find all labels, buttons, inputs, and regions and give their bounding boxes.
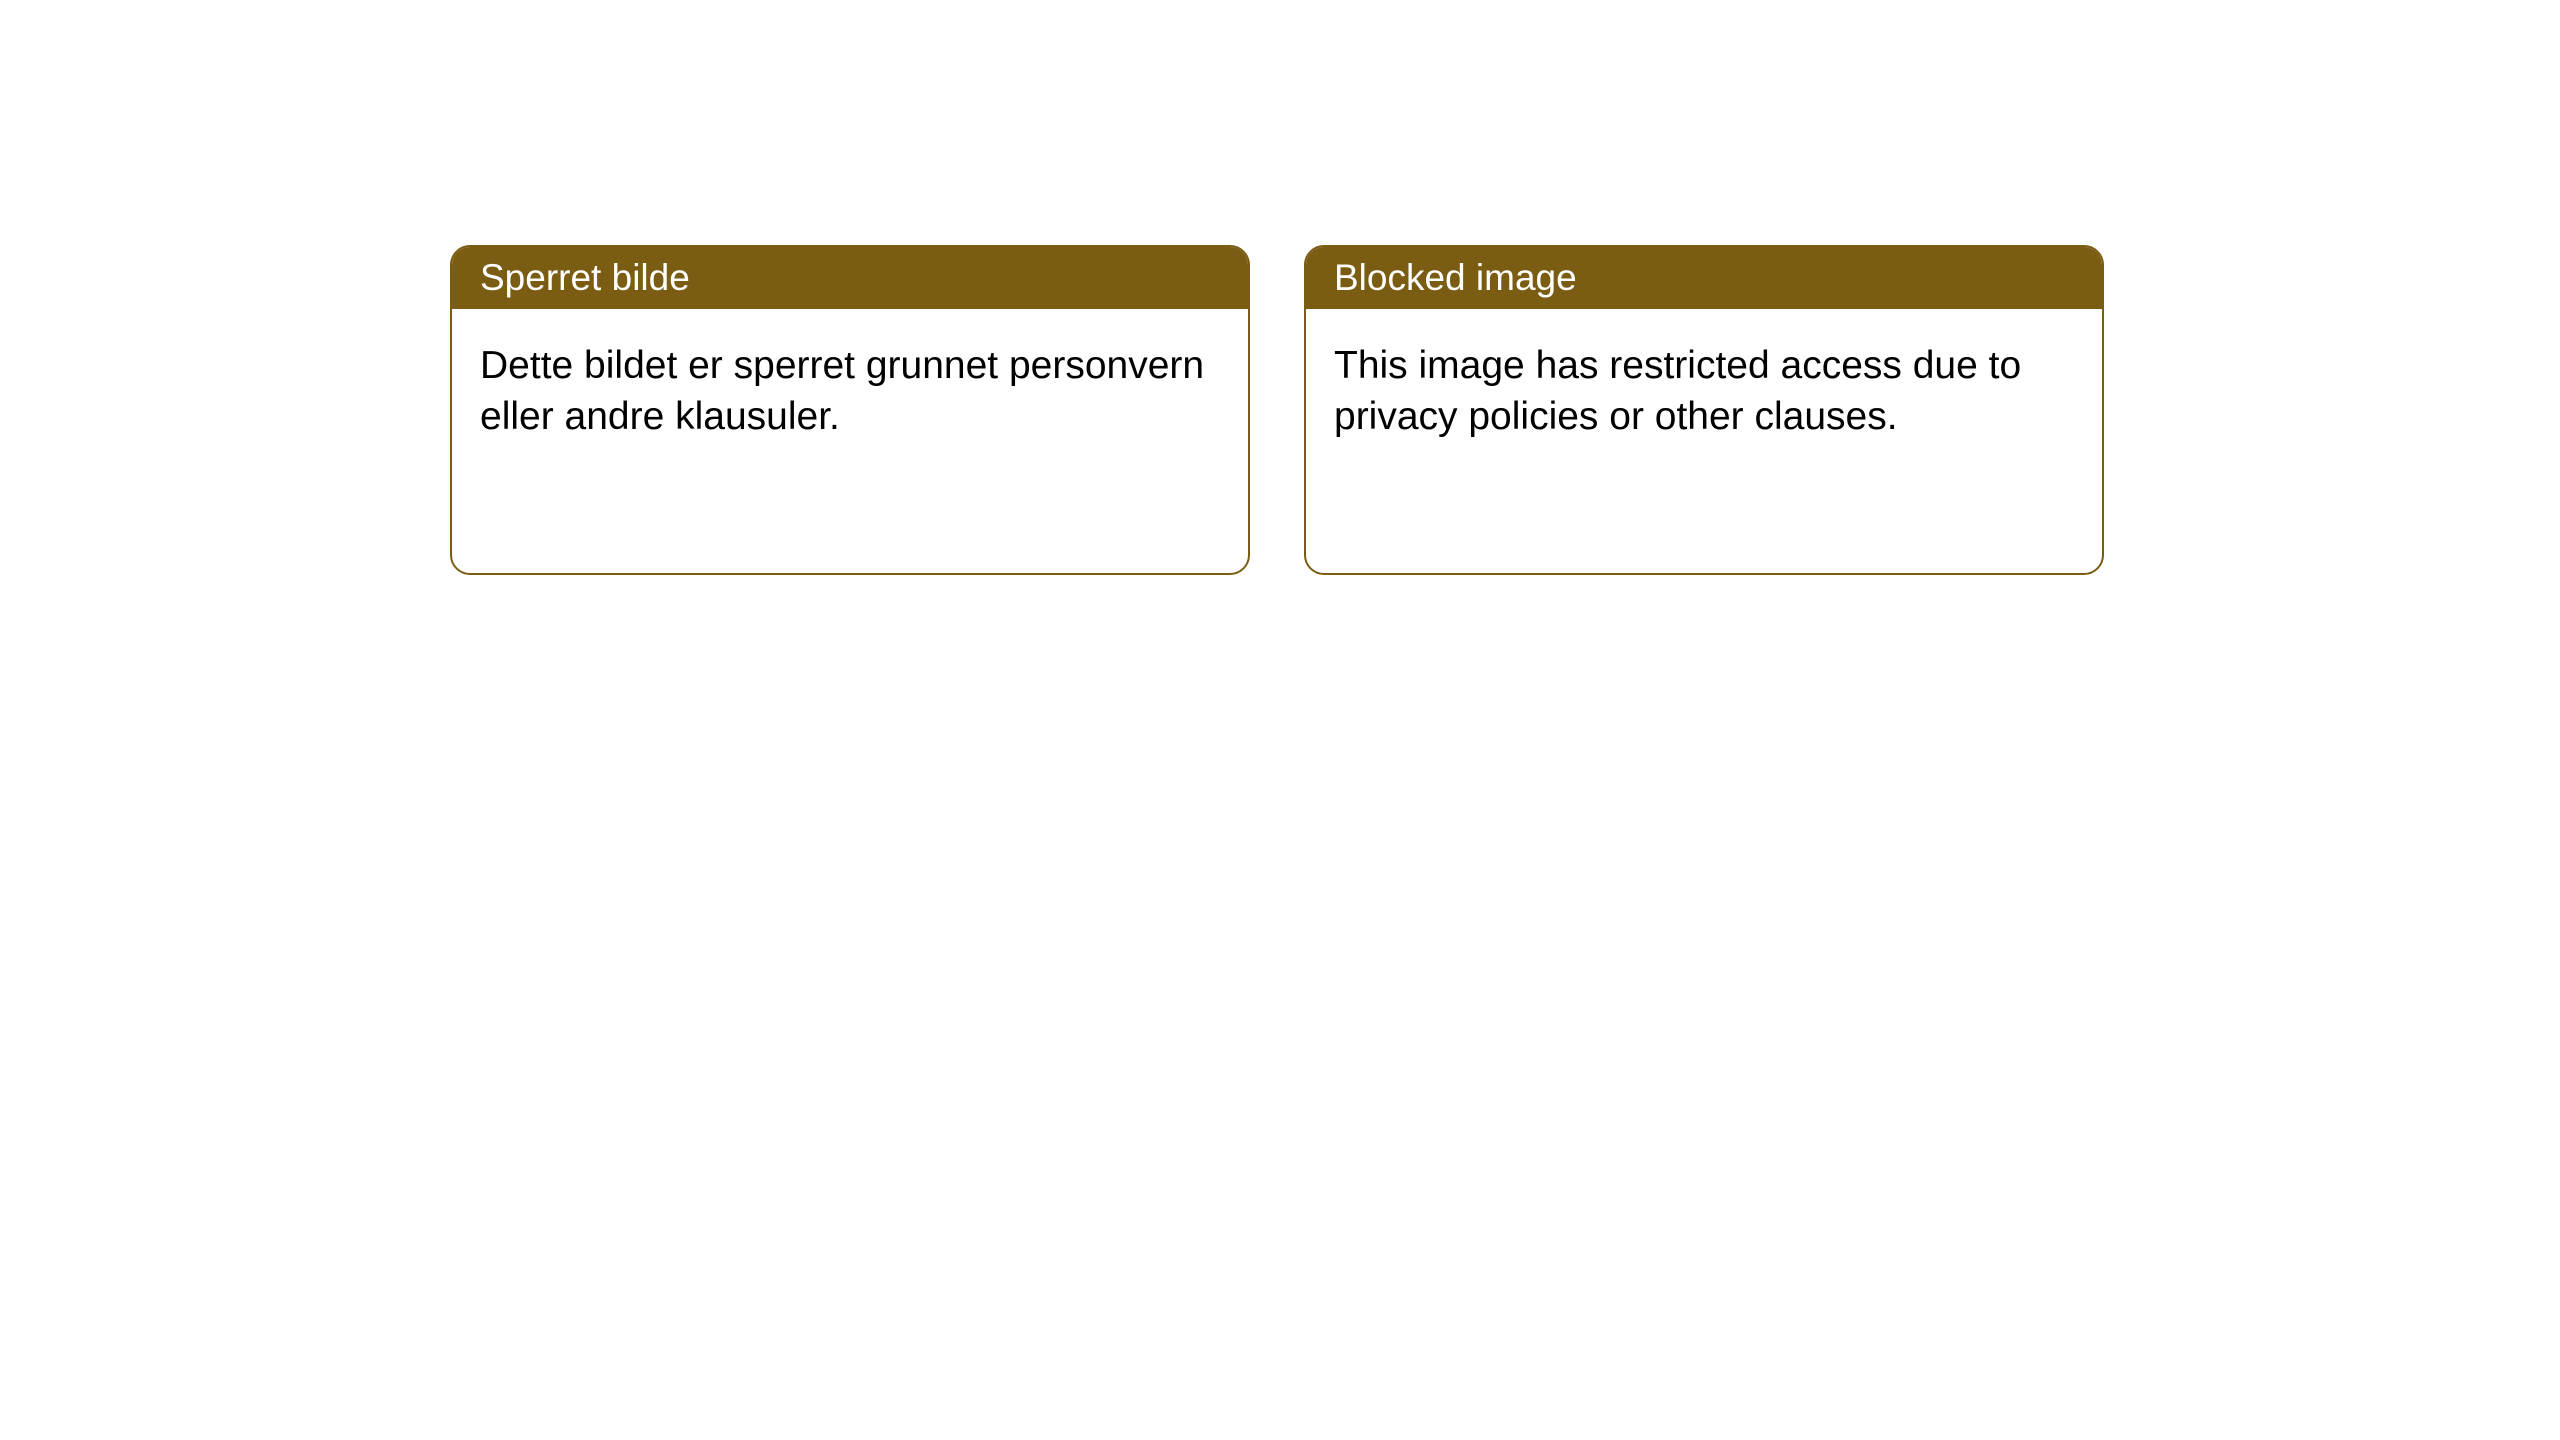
notice-title: Sperret bilde bbox=[480, 257, 690, 298]
notice-body-text: This image has restricted access due to … bbox=[1334, 344, 2021, 438]
notice-container: Sperret bilde Dette bildet er sperret gr… bbox=[0, 0, 2560, 575]
notice-body: Dette bildet er sperret grunnet personve… bbox=[452, 309, 1248, 474]
notice-body: This image has restricted access due to … bbox=[1306, 309, 2102, 474]
notice-box-norwegian: Sperret bilde Dette bildet er sperret gr… bbox=[450, 245, 1250, 575]
notice-header: Sperret bilde bbox=[452, 247, 1248, 309]
notice-box-english: Blocked image This image has restricted … bbox=[1304, 245, 2104, 575]
notice-body-text: Dette bildet er sperret grunnet personve… bbox=[480, 344, 1204, 438]
notice-header: Blocked image bbox=[1306, 247, 2102, 309]
notice-title: Blocked image bbox=[1334, 257, 1577, 298]
